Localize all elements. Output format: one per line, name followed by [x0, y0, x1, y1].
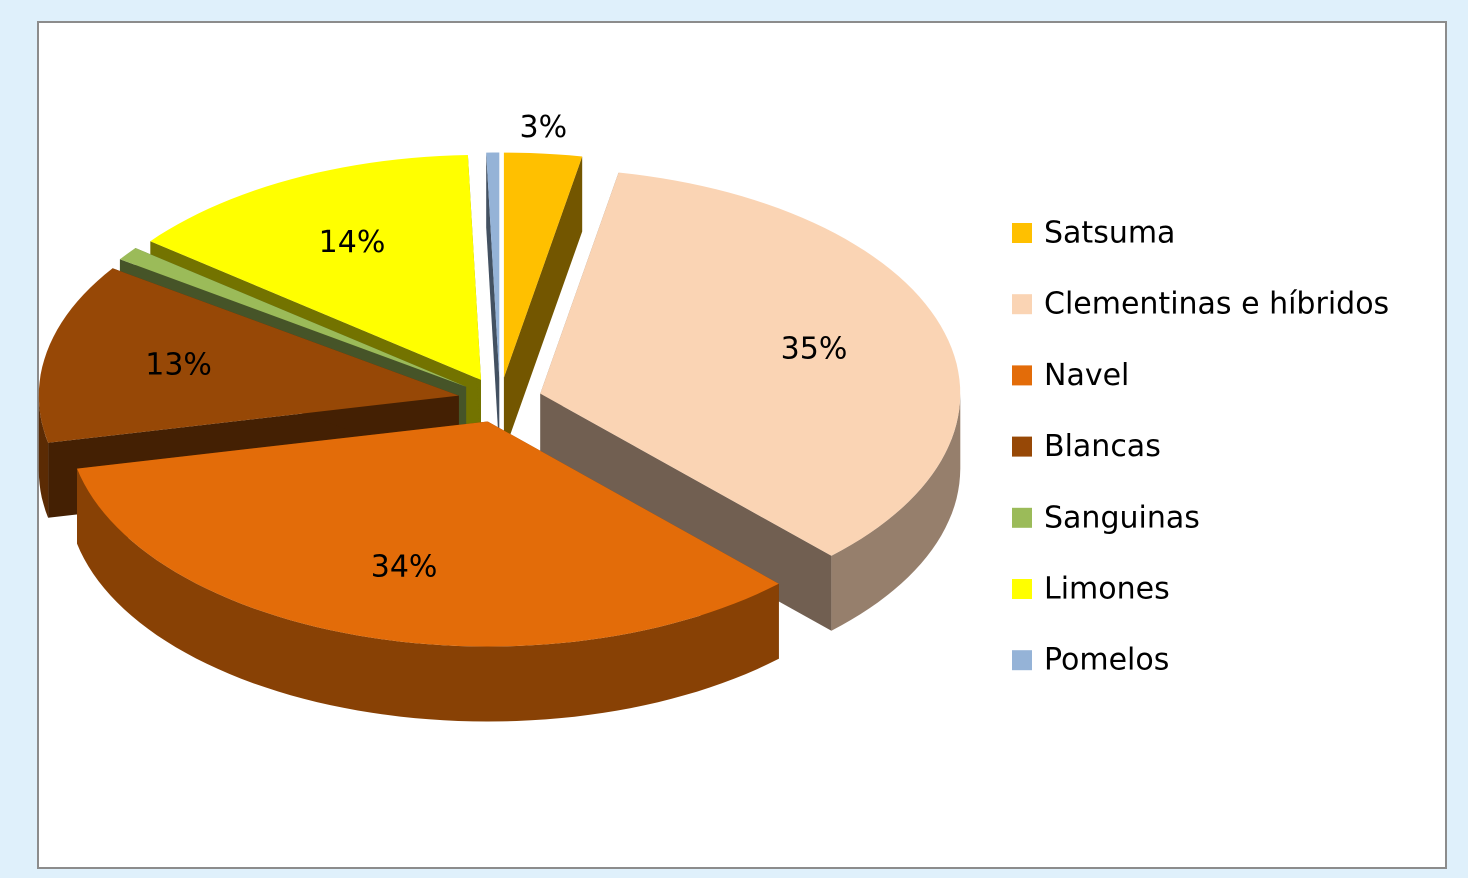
legend-swatch	[1012, 507, 1032, 528]
legend-label: Limones	[1044, 572, 1170, 607]
slice-top	[540, 172, 961, 556]
slice-top	[38, 268, 459, 443]
data-label: 14%	[319, 225, 386, 260]
legend-label: Satsuma	[1044, 216, 1175, 251]
slice-outer-side	[38, 395, 49, 518]
legend-label: Pomelos	[1044, 643, 1169, 678]
slice-outer-side	[77, 468, 779, 722]
legend-label: Navel	[1044, 358, 1129, 393]
slice	[503, 152, 583, 453]
slice	[540, 172, 961, 631]
legend-swatch	[1012, 650, 1032, 671]
slice-outer-side	[831, 393, 961, 631]
slice-top	[150, 155, 482, 380]
legend-swatch	[1012, 579, 1032, 599]
slice	[77, 421, 779, 722]
legend-swatch	[1012, 436, 1032, 457]
slice-radial-side	[540, 393, 832, 631]
data-label: 3%	[520, 110, 568, 145]
data-label: 35%	[781, 332, 848, 367]
slice-top	[486, 152, 500, 378]
legend-label: Sanguinas	[1044, 500, 1200, 535]
slice-top	[77, 421, 779, 647]
legend-label: Clementinas e híbridos	[1044, 287, 1389, 322]
data-label: 34%	[371, 549, 438, 584]
slice	[486, 152, 500, 453]
slice-radial-side	[503, 156, 583, 453]
data-label: 13%	[145, 347, 212, 382]
slice-radial-side	[486, 152, 500, 453]
legend-swatch	[1012, 294, 1032, 315]
legend-swatch	[1012, 365, 1032, 386]
legend-label: Blancas	[1044, 429, 1161, 464]
legend-swatch	[1012, 223, 1032, 243]
slice-top	[119, 248, 467, 387]
slice-top	[503, 152, 583, 378]
